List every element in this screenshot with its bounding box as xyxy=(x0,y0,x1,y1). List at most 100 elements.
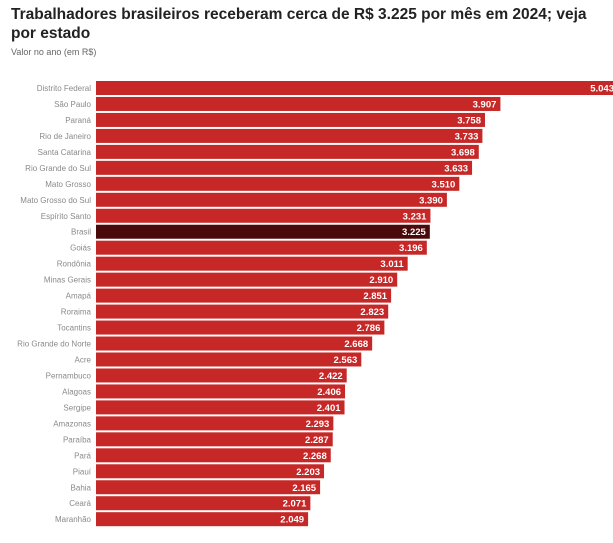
chart-subtitle: Valor no ano (em R$) xyxy=(11,47,97,57)
category-label: Paraná xyxy=(65,116,91,125)
value-label: 5.043 xyxy=(590,84,613,95)
value-label: 3.196 xyxy=(399,243,423,254)
bar-row: Bahia 2.165 xyxy=(71,480,321,495)
bar xyxy=(96,192,447,207)
category-label: São Paulo xyxy=(54,100,91,109)
bar-row: Pernambuco 2.422 xyxy=(46,368,347,383)
bar xyxy=(96,320,385,335)
bar xyxy=(96,160,473,175)
bar-row: Amapá 2.851 xyxy=(66,288,392,303)
bar-row: Roraima 2.823 xyxy=(61,304,389,319)
value-label: 3.390 xyxy=(419,195,443,206)
bar-row: Santa Catarina 3.698 xyxy=(38,144,479,159)
bar-row: Alagoas 2.406 xyxy=(62,384,346,399)
bar-row: Rio Grande do Sul 3.633 xyxy=(25,160,473,175)
category-label: Rio Grande do Norte xyxy=(17,340,91,349)
bar xyxy=(96,176,460,191)
bar xyxy=(96,288,392,303)
bar-row: Rio Grande do Norte 2.668 xyxy=(17,336,373,351)
value-label: 3.225 xyxy=(402,227,426,238)
bar xyxy=(96,400,345,415)
value-label: 2.049 xyxy=(280,515,304,526)
category-label: Santa Catarina xyxy=(38,148,92,157)
bar xyxy=(96,384,346,399)
category-label: Amazonas xyxy=(53,419,91,428)
bar xyxy=(96,81,613,95)
value-label: 3.633 xyxy=(444,163,468,174)
value-label: 2.563 xyxy=(334,355,358,366)
category-label: Rondônia xyxy=(57,260,92,269)
value-label: 2.422 xyxy=(319,371,343,382)
category-label: Bahia xyxy=(71,483,92,492)
bar-row: Espírito Santo 3.231 xyxy=(41,208,431,223)
bar-row: Mato Grosso 3.510 xyxy=(45,176,460,191)
bar xyxy=(96,128,483,143)
bar-row: Rondônia 3.011 xyxy=(57,256,408,271)
value-label: 2.401 xyxy=(317,403,341,414)
value-label: 3.510 xyxy=(432,179,456,190)
value-label: 2.851 xyxy=(363,291,387,302)
bar xyxy=(96,432,333,447)
bar-row: Pará 2.268 xyxy=(74,448,331,463)
bar-row: Acre 2.563 xyxy=(75,352,362,367)
bar-highlight xyxy=(96,224,430,239)
category-label: Paraíba xyxy=(63,435,92,444)
bar xyxy=(96,448,331,463)
value-label: 2.823 xyxy=(360,307,384,318)
category-label: Roraima xyxy=(61,308,92,317)
bar xyxy=(96,256,408,271)
value-label: 3.698 xyxy=(451,147,475,158)
bar xyxy=(96,512,309,527)
value-label: 2.203 xyxy=(296,467,320,478)
value-label: 2.071 xyxy=(283,499,307,510)
category-label: Pernambuco xyxy=(46,371,92,380)
value-label: 2.287 xyxy=(305,435,329,446)
value-label: 2.268 xyxy=(303,451,327,462)
bar xyxy=(96,208,431,223)
bar xyxy=(96,496,311,511)
bar xyxy=(96,112,485,127)
value-label: 2.910 xyxy=(369,275,393,286)
category-label: Distrito Federal xyxy=(37,84,91,93)
value-label: 3.011 xyxy=(380,259,404,270)
category-label: Pará xyxy=(74,451,91,460)
category-label: Mato Grosso do Sul xyxy=(20,196,91,205)
category-label: Alagoas xyxy=(62,387,91,396)
bar xyxy=(96,240,427,255)
bar-row: Brasil 3.225 xyxy=(71,224,430,239)
bar-row: Ceará 2.071 xyxy=(69,496,311,511)
bar xyxy=(96,336,373,351)
bar-row: Amazonas 2.293 xyxy=(53,416,334,431)
bar xyxy=(96,144,479,159)
bar-row: Distrito Federal 5.043 xyxy=(37,81,613,95)
bar xyxy=(96,416,334,431)
category-label: Goiás xyxy=(70,244,91,253)
value-label: 2.668 xyxy=(344,339,368,350)
category-label: Maranhão xyxy=(55,515,92,524)
bar xyxy=(96,96,501,111)
bar xyxy=(96,480,321,495)
bar-row: Tocantins 2.786 xyxy=(57,320,385,335)
bar-row: Piauí 2.203 xyxy=(73,464,325,479)
bar-row: Minas Gerais 2.910 xyxy=(44,272,398,287)
bar-row: Rio de Janeiro 3.733 xyxy=(39,128,483,143)
value-label: 3.231 xyxy=(403,211,427,222)
bar xyxy=(96,304,389,319)
bar-row: Sergipe 2.401 xyxy=(63,400,345,415)
value-label: 3.733 xyxy=(455,131,479,142)
bar-row: Mato Grosso do Sul 3.390 xyxy=(20,192,447,207)
bar xyxy=(96,368,347,383)
category-label: Brasil xyxy=(71,228,91,237)
category-label: Amapá xyxy=(66,292,92,301)
value-label: 2.406 xyxy=(317,387,341,398)
bar-row: Paraíba 2.287 xyxy=(63,432,333,447)
category-label: Rio Grande do Sul xyxy=(25,164,91,173)
value-label: 2.293 xyxy=(306,419,330,430)
category-label: Minas Gerais xyxy=(44,276,91,285)
category-label: Rio de Janeiro xyxy=(39,132,91,141)
bar-row: Maranhão 2.049 xyxy=(55,512,309,527)
category-label: Mato Grosso xyxy=(45,180,91,189)
category-label: Acre xyxy=(75,355,92,364)
category-label: Piauí xyxy=(73,467,92,476)
